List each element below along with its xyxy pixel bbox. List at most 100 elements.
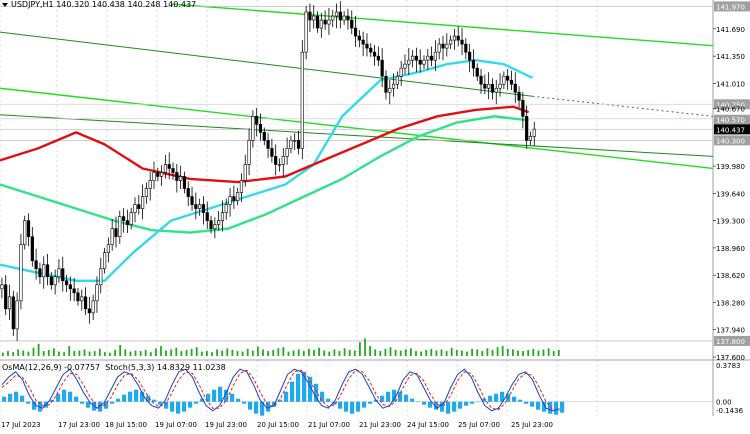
volume-bar [246, 348, 249, 356]
volume-bar [517, 350, 519, 356]
price-axis: 141.970 141.690 141.350 141.010 140.750140.6… [713, 1, 750, 415]
osma-bar [428, 401, 433, 408]
channel-line [0, 87, 714, 170]
volume-bar [425, 349, 428, 356]
candle-body [525, 116, 529, 141]
volume-bar [149, 352, 152, 356]
volume-bar [175, 347, 178, 356]
price-tick-label: 139.980 [716, 163, 745, 171]
candle-body [99, 268, 103, 286]
volume-bar [73, 351, 76, 356]
candle-body [353, 27, 358, 37]
volume-bar [287, 351, 290, 356]
volume-bar [466, 351, 468, 356]
volume-bar [241, 351, 244, 356]
osma-bar [446, 401, 451, 414]
candle-body [395, 75, 399, 85]
chevron-down-icon[interactable] [2, 2, 8, 7]
candle-body [410, 55, 415, 61]
volume-bar [527, 349, 530, 356]
volume-bar [302, 351, 305, 356]
candle-body [445, 43, 449, 49]
candle-body [468, 51, 472, 61]
osma-bar [254, 401, 259, 414]
volume-bar [53, 348, 55, 356]
volume-bar [32, 347, 35, 356]
volume-bar [221, 350, 224, 356]
volume-bar [282, 347, 285, 356]
osma-bar [140, 391, 145, 402]
candle-body [160, 172, 164, 177]
osma-bar [20, 395, 25, 402]
osma-bar [548, 401, 553, 414]
osma-bar [434, 401, 439, 410]
candle-body [114, 228, 118, 237]
volume-bar [272, 349, 275, 356]
volume-bar [501, 346, 504, 356]
ma-cyan-line [0, 59, 533, 282]
volume-bar [200, 351, 203, 356]
price-label-box [714, 335, 750, 346]
channel-line [0, 31, 533, 97]
osma-bar [218, 386, 223, 402]
osma-bar [410, 398, 415, 402]
osma-bar [338, 401, 343, 409]
osma-bar [554, 401, 559, 415]
volume-bar [42, 351, 45, 356]
candle-body [266, 140, 270, 149]
candle-body [83, 296, 88, 310]
volume-bar [384, 348, 387, 356]
volume-bars [2, 338, 560, 356]
candle-body [338, 11, 342, 21]
osma-bar [104, 401, 109, 409]
volume-bar [236, 351, 239, 356]
osma-bar [2, 396, 7, 402]
candle-body [258, 124, 263, 133]
osma-bar [14, 391, 19, 402]
candle-body [186, 188, 190, 197]
price-label-box [714, 135, 750, 146]
osma-bar [290, 381, 295, 402]
osma-bar [314, 383, 319, 402]
ind-tick-label: 0.3783 [716, 362, 741, 370]
candle-body [293, 140, 297, 142]
price-tick-label: 139.640 [716, 190, 745, 198]
osma-bar [332, 401, 337, 405]
osma-bar [110, 401, 115, 404]
volume-bar [98, 348, 101, 356]
osma-bar [236, 398, 241, 402]
time-label: 21 Jul 07:00 [308, 421, 350, 429]
volume-bar [68, 346, 71, 356]
volume-bar [226, 348, 229, 356]
candle-body [179, 176, 183, 181]
candle-body [532, 128, 536, 137]
osma-bar [68, 391, 73, 402]
osma-bar [146, 395, 151, 402]
osma-bar [248, 401, 253, 410]
candle-body [42, 264, 46, 278]
time-label: 19 Jul 23:00 [205, 421, 247, 429]
candle-body [125, 220, 129, 225]
osma-bar [440, 401, 445, 412]
channel-line [0, 114, 714, 157]
volume-bar [12, 352, 14, 356]
volume-bar [542, 349, 545, 356]
volume-bar [206, 351, 208, 356]
osma-bar [470, 401, 475, 404]
volume-bar [109, 352, 111, 356]
volume-bar [7, 351, 9, 356]
volume-bar [374, 349, 377, 356]
candle-body [171, 168, 175, 173]
volume-bar [37, 343, 40, 356]
candle-body [190, 196, 194, 205]
volume-bar [277, 348, 280, 356]
osma-bar [392, 389, 397, 402]
osma-bar [182, 401, 187, 412]
candle-body [198, 204, 202, 209]
candle-body [452, 35, 457, 41]
symbol-label: USDJPY,H1 [11, 0, 54, 9]
volume-bar [134, 350, 137, 356]
candle-body [57, 268, 61, 278]
volume-bar [512, 349, 514, 356]
candle-body [437, 43, 441, 53]
